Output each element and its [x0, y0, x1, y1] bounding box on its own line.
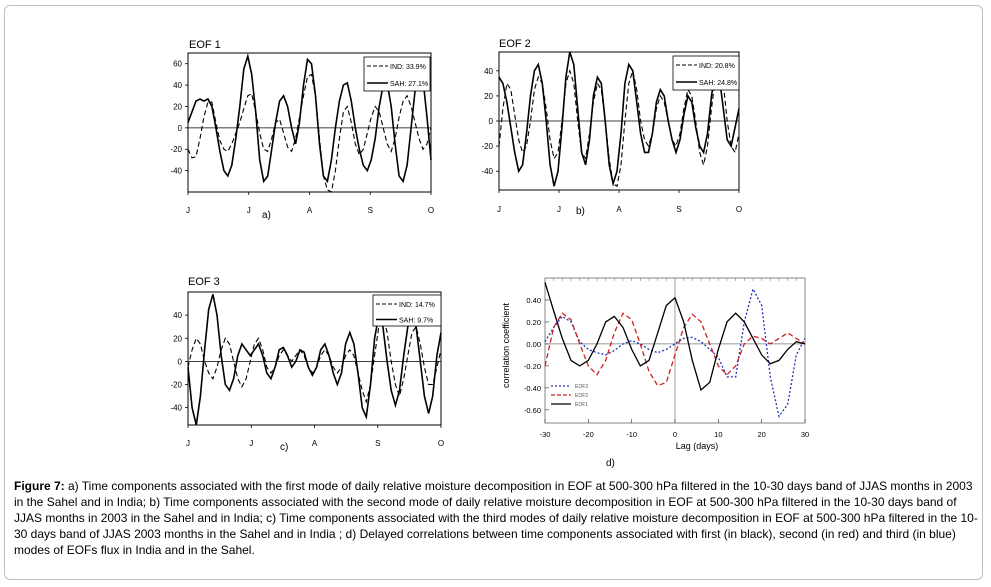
x-tick-label-3-3: 0: [673, 430, 677, 439]
figure-panels: EOF 1 60 40 20 0 -20 -40 J J A S O IND: 33.9% SAH: 27…: [170, 38, 809, 469]
y-tick-label-2-2: 0: [178, 357, 183, 366]
y-tick-label-0-5: -40: [170, 167, 182, 176]
y-tick-label-3-2: 0.00: [526, 340, 541, 349]
panel-label-3: d): [606, 458, 615, 469]
x-tick-label-0-4: O: [428, 206, 434, 215]
legend-label-3-0: EOF3: [575, 384, 588, 390]
series-line-3-0: [544, 287, 806, 418]
panel-label-1: b): [576, 206, 585, 217]
x-tick-label-1-3: S: [676, 205, 681, 214]
caption-label: Figure 7:: [14, 479, 65, 493]
panel-label-0: a): [262, 210, 271, 221]
x-tick-label-1-0: J: [497, 205, 501, 214]
y-tick-label-0-2: 20: [173, 102, 182, 111]
series-line-1-0: [498, 62, 740, 188]
x-tick-label-3-2: -10: [626, 430, 637, 439]
y-tick-label-1-2: 0: [489, 117, 494, 126]
x-tick-label-2-0: J: [186, 439, 190, 448]
y-tick-label-2-3: -20: [170, 381, 182, 390]
legend-label-1-1: SAH: 24.8%: [699, 80, 737, 87]
y-tick-label-0-4: -20: [170, 145, 182, 154]
y-tick-label-3-1: 0.20: [526, 318, 541, 327]
y-tick-label-1-4: -40: [481, 167, 493, 176]
y-tick-label-0-1: 40: [173, 81, 182, 90]
x-tick-label-0-1: J: [247, 206, 251, 215]
legend-label-2-1: SAH: 9.7%: [399, 318, 433, 325]
legend-label-1-0: IND: 20.8%: [699, 63, 735, 70]
x-tick-label-2-1: J: [249, 439, 253, 448]
series-line-0-1: [187, 53, 432, 184]
legend-box-2: [372, 294, 442, 327]
figure-frame: [4, 5, 983, 580]
y-tick-label-1-1: 20: [484, 92, 493, 101]
panel-label-2: c): [280, 442, 288, 453]
panel-title-0: EOF 1: [189, 39, 221, 51]
x-tick-label-2-3: S: [375, 439, 380, 448]
series-line-2-1: [187, 294, 442, 426]
x-tick-label-0-2: A: [307, 206, 313, 215]
y-tick-label-1-0: 40: [484, 67, 493, 76]
y-tick-label-3-0: 0.40: [526, 296, 541, 305]
x-tick-label-1-1: J: [557, 205, 561, 214]
y-tick-label-0-0: 60: [173, 60, 182, 69]
legend-label-0-0: IND: 33.9%: [390, 64, 426, 71]
x-tick-label-2-2: A: [312, 439, 318, 448]
x-tick-label-2-4: O: [438, 439, 444, 448]
x-tick-label-3-6: 30: [801, 430, 809, 439]
series-line-3-1: [544, 312, 806, 387]
panel-title-2: EOF 3: [188, 276, 220, 288]
series-line-1-1: [498, 51, 740, 187]
x-tick-label-1-4: O: [736, 205, 742, 214]
y-tick-label-3-4: -0.40: [524, 384, 541, 393]
y-axis-title-3: correlation coefficient: [501, 303, 511, 388]
x-tick-label-0-3: S: [368, 206, 373, 215]
caption-text: a) Time components associated with the f…: [14, 479, 978, 557]
y-tick-label-2-0: 40: [173, 311, 182, 320]
x-tick-label-3-5: 20: [757, 430, 765, 439]
x-tick-label-3-1: -20: [583, 430, 594, 439]
y-tick-label-3-3: -0.20: [524, 362, 541, 371]
series-line-0-0: [187, 73, 432, 193]
x-tick-label-3-0: -30: [540, 430, 551, 439]
legend-label-3-1: EOF2: [575, 393, 588, 399]
legend-box-0: [363, 56, 431, 92]
x-tick-label-3-4: 10: [714, 430, 722, 439]
x-axis-title-3: Lag (days): [676, 441, 719, 451]
y-tick-label-2-4: -40: [170, 404, 182, 413]
y-tick-label-2-1: 20: [173, 334, 182, 343]
y-tick-label-1-3: -20: [481, 142, 493, 151]
series-line-3-2: [544, 282, 806, 392]
panel-title-1: EOF 2: [499, 38, 531, 50]
legend-box-1: [672, 55, 740, 91]
x-tick-label-1-2: A: [616, 205, 622, 214]
legend-label-0-1: SAH: 27.1%: [390, 81, 428, 88]
figure-caption: Figure 7: a) Time components associated …: [14, 478, 980, 558]
legend-label-3-2: EOF1: [575, 402, 588, 408]
legend-label-2-0: IND: 14.7%: [399, 302, 435, 309]
y-tick-label-3-5: -0.60: [524, 406, 541, 415]
y-tick-label-0-3: 0: [178, 124, 183, 133]
x-tick-label-0-0: J: [186, 206, 190, 215]
